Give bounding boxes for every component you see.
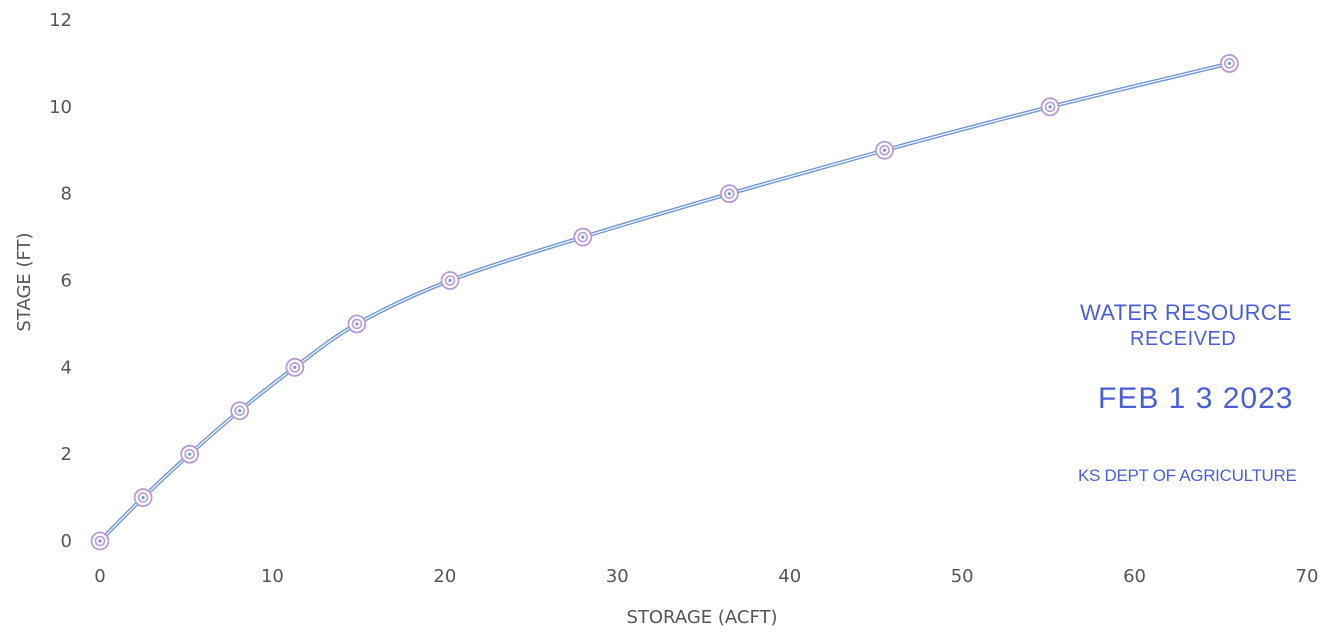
- data-point: [875, 140, 894, 160]
- stamp-title: WATER RESOURCE: [1080, 300, 1292, 325]
- series-stage-storage: [90, 54, 1239, 551]
- data-point: [573, 227, 593, 247]
- data-point: [440, 271, 460, 290]
- y-tick-label: 12: [49, 10, 72, 31]
- data-point: [90, 531, 110, 551]
- x-tick-label: 30: [606, 566, 629, 587]
- stamp-received: RECEIVED: [1130, 328, 1237, 350]
- data-point: [180, 444, 200, 464]
- x-axis-title: STORAGE (ACFT): [626, 607, 777, 628]
- x-tick-label: 10: [261, 566, 284, 587]
- data-point: [133, 488, 153, 507]
- x-tick-label: 60: [1123, 566, 1146, 587]
- x-tick-label: 20: [433, 566, 456, 587]
- y-tick-label: 0: [61, 531, 72, 552]
- data-point: [230, 401, 250, 421]
- series-line-inner: [99, 62, 1230, 542]
- x-axis-ticks: 0 10 20 30 40 50 60 70: [94, 566, 1318, 587]
- data-point: [347, 314, 367, 334]
- stamp-dept: KS DEPT OF AGRICULTURE: [1078, 466, 1297, 485]
- y-tick-label: 6: [61, 271, 72, 292]
- x-tick-label: 70: [1296, 566, 1319, 587]
- data-point: [1040, 97, 1060, 117]
- received-stamp: WATER RESOURCE RECEIVED FEB 1 3 2023 KS …: [1040, 300, 1337, 530]
- y-axis-ticks: 0 2 4 6 8 10 12: [49, 10, 72, 552]
- x-tick-label: 0: [94, 566, 105, 587]
- data-point: [1220, 54, 1239, 73]
- data-point: [285, 357, 305, 377]
- y-tick-label: 2: [61, 444, 72, 465]
- stamp-date: FEB 1 3 2023: [1098, 382, 1294, 415]
- y-axis-title: STAGE (FT): [14, 232, 35, 331]
- x-tick-label: 40: [778, 566, 801, 587]
- x-tick-label: 50: [951, 566, 974, 587]
- y-tick-label: 8: [61, 184, 72, 205]
- y-tick-label: 10: [49, 97, 72, 118]
- data-point: [719, 184, 739, 204]
- y-tick-label: 4: [61, 357, 72, 378]
